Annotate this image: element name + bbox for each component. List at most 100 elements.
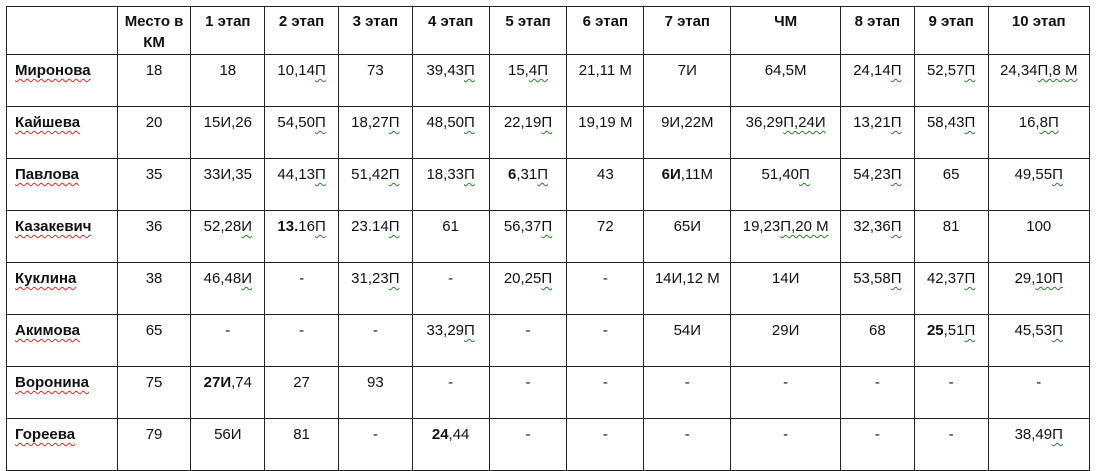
- result-text: 31,23: [351, 270, 389, 287]
- result-cell: 81: [265, 419, 339, 471]
- result-text: 53,58: [853, 270, 891, 287]
- result-text: 100: [1026, 218, 1051, 235]
- result-text: 33,29: [426, 322, 464, 339]
- result-cell: 52,28И: [191, 211, 265, 263]
- column-header: ЧМ: [731, 7, 841, 55]
- result-text: 52,57: [927, 62, 965, 79]
- results-table: Место в КМ 1 этап 2 этап 3 этап 4 этап 5 этап…: [6, 6, 1090, 471]
- result-cell: 33,29П: [412, 315, 489, 367]
- column-header: 6 этап: [567, 7, 644, 55]
- result-suffix: П: [315, 114, 326, 131]
- result-text: 45,53: [1015, 322, 1053, 339]
- athlete-name-text: Миронова: [15, 62, 91, 79]
- result-text: -: [448, 374, 453, 391]
- result-text: 44,13: [277, 166, 315, 183]
- result-text: 20,25: [504, 270, 542, 287]
- result-suffix: П: [315, 218, 326, 235]
- result-cell: 7И: [644, 55, 731, 107]
- result-text: 15И,26: [204, 114, 252, 131]
- result-suffix: П: [1052, 426, 1063, 443]
- column-header: 2 этап: [265, 7, 339, 55]
- result-text: 56,37: [504, 218, 542, 235]
- result-text: 49,55: [1015, 166, 1053, 183]
- result-text: ,51: [944, 322, 965, 339]
- place-cell: 75: [117, 367, 191, 419]
- result-text: -: [1036, 374, 1041, 391]
- column-header: 5 этап: [489, 7, 567, 55]
- result-cell: 13.16П: [265, 211, 339, 263]
- result-cell: -: [567, 263, 644, 315]
- result-text: -: [525, 322, 530, 339]
- athlete-name: Гореева: [7, 419, 118, 471]
- athlete-name-text: Воронина: [15, 374, 89, 391]
- result-text: -: [525, 426, 530, 443]
- result-cell: 68: [840, 315, 914, 367]
- result-cell: 20,25П: [489, 263, 567, 315]
- result-cell: 25,51П: [914, 315, 988, 367]
- result-text: 42,37: [927, 270, 965, 287]
- result-cell: -: [338, 419, 412, 471]
- result-cell: -: [644, 367, 731, 419]
- column-header: 8 этап: [840, 7, 914, 55]
- result-text: 22,19: [504, 114, 542, 131]
- result-text: 7И: [678, 62, 697, 79]
- result-cell: 15И,26: [191, 107, 265, 159]
- result-cell: 6И,11М: [644, 159, 731, 211]
- result-cell: -: [265, 315, 339, 367]
- result-text: 38,49: [1015, 426, 1053, 443]
- result-bold-part: 25: [927, 322, 944, 339]
- result-cell: 54И: [644, 315, 731, 367]
- result-cell: 61: [412, 211, 489, 263]
- result-cell: 72: [567, 211, 644, 263]
- table-row: Гореева 79 56И 81-24,44- - - - - -38,49П: [7, 419, 1090, 471]
- result-cell: 42,37П: [914, 263, 988, 315]
- column-header: 3 этап: [338, 7, 412, 55]
- result-suffix: П: [389, 270, 400, 287]
- result-cell: 22,19П: [489, 107, 567, 159]
- result-suffix: П: [541, 270, 552, 287]
- header-row: Место в КМ 1 этап 2 этап 3 этап 4 этап 5 этап…: [7, 7, 1090, 55]
- result-cell: 23.14П: [338, 211, 412, 263]
- place-cell: 65: [117, 315, 191, 367]
- result-cell: -: [731, 419, 841, 471]
- result-text: 16,: [1019, 114, 1040, 131]
- table-row: Кайшева 20 15И,26 54,50П 18,27П 48,50П 22,19П 1…: [7, 107, 1090, 159]
- result-bold-part: 24: [432, 426, 449, 443]
- result-suffix: П: [464, 114, 475, 131]
- result-text: 58,43: [927, 114, 965, 131]
- result-suffix: П: [799, 166, 810, 183]
- result-cell: 44,13П: [265, 159, 339, 211]
- result-text: 54И: [674, 322, 701, 339]
- result-suffix: П: [315, 62, 326, 79]
- result-text: 29,: [1015, 270, 1036, 287]
- table-row: Акимова 65- - -33,29П - -54И 29И 68 25,51П 45,53П: [7, 315, 1090, 367]
- result-suffix: И: [241, 270, 252, 287]
- result-suffix: П: [965, 270, 976, 287]
- result-text: -: [373, 426, 378, 443]
- result-cell: 16,8П: [988, 107, 1090, 159]
- result-text: 93: [367, 374, 384, 391]
- result-text: 36,29: [746, 114, 784, 131]
- result-suffix: П: [965, 322, 976, 339]
- result-text: 81: [293, 426, 310, 443]
- result-cell: 18,33П: [412, 159, 489, 211]
- result-text: -: [603, 374, 608, 391]
- column-header: 10 этап: [988, 7, 1090, 55]
- result-cell: 32,36П: [840, 211, 914, 263]
- result-text: -: [448, 270, 453, 287]
- result-text: 73: [367, 62, 384, 79]
- athlete-name: Миронова: [7, 55, 118, 107]
- athlete-name: Павлова: [7, 159, 118, 211]
- result-cell: 48,50П: [412, 107, 489, 159]
- table-row: Воронина 75 27И,74 27 93- - - - - - - -: [7, 367, 1090, 419]
- header-empty-cell: [7, 7, 118, 55]
- result-cell: 9И,22М: [644, 107, 731, 159]
- result-text: -: [603, 270, 608, 287]
- result-text: -: [299, 270, 304, 287]
- result-cell: -: [731, 367, 841, 419]
- result-cell: 58,43П: [914, 107, 988, 159]
- result-text: ,31: [516, 166, 537, 183]
- result-cell: 24,44: [412, 419, 489, 471]
- result-suffix: П: [1052, 322, 1063, 339]
- table-row: Куклина 38 46,48И -31,23П -20,25П -14И,12 М 14…: [7, 263, 1090, 315]
